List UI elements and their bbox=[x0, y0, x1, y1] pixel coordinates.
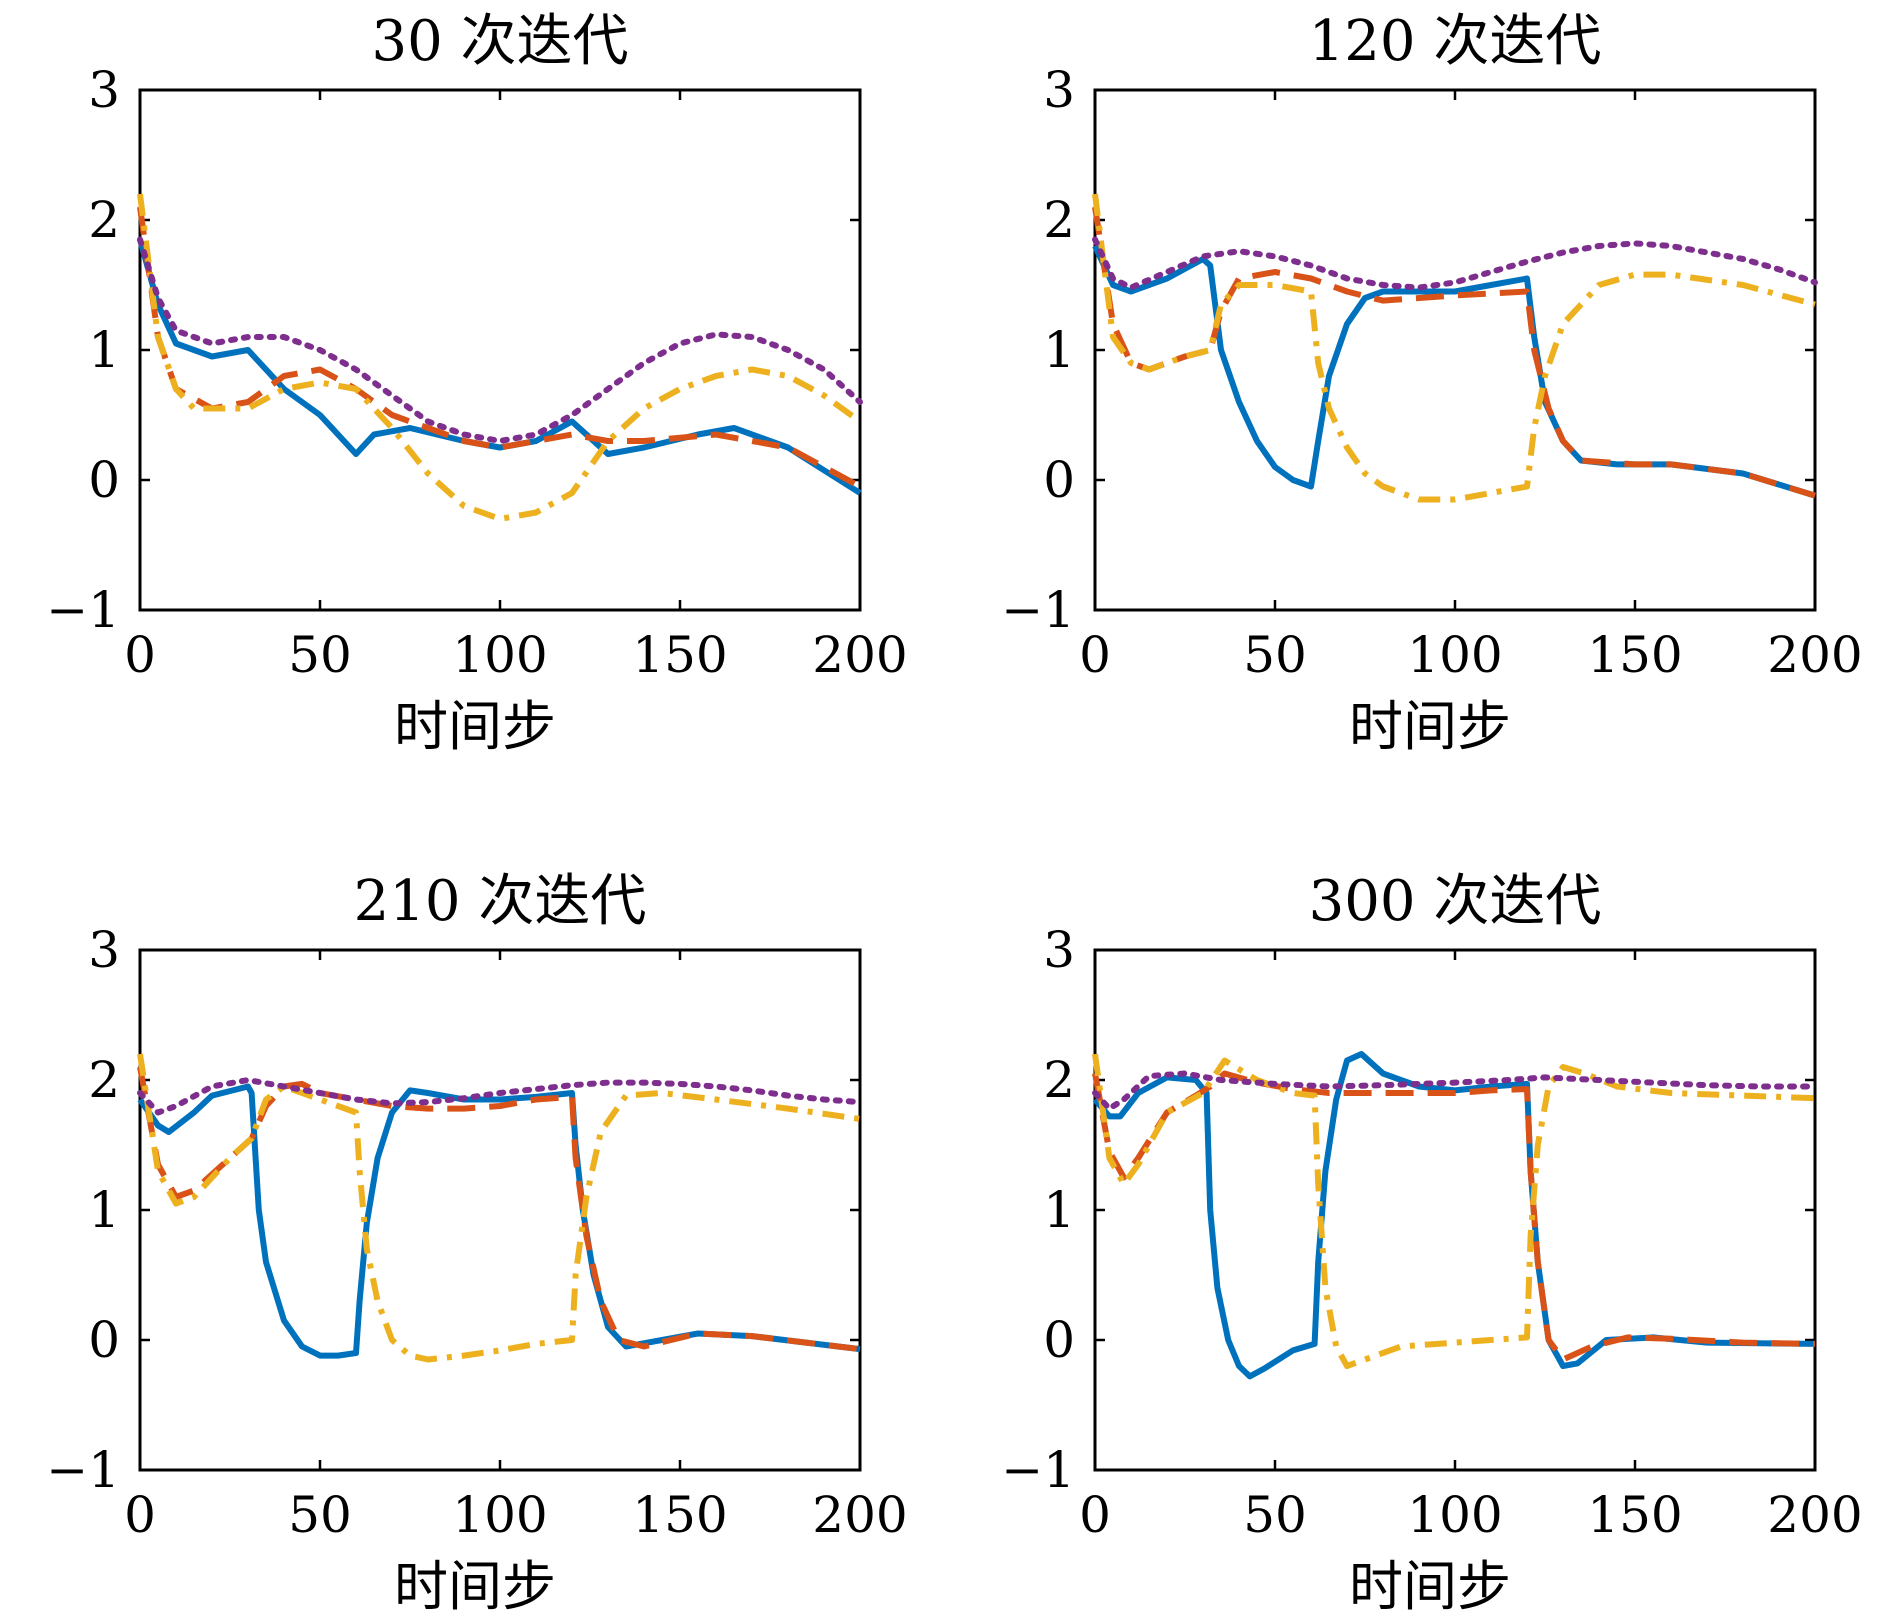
y-tick-label: 3 bbox=[1043, 921, 1075, 979]
x-tick-label: 100 bbox=[1407, 626, 1502, 684]
x-tick-label: 0 bbox=[1079, 626, 1111, 684]
x-tick-label: 150 bbox=[1587, 1486, 1682, 1544]
x-tick-label: 200 bbox=[812, 626, 907, 684]
series-lines bbox=[137, 1053, 863, 1363]
subplot-title: 300 次迭代 bbox=[1309, 869, 1602, 934]
y-tick-label: −1 bbox=[1001, 1441, 1075, 1499]
subplot-title: 30 次迭代 bbox=[371, 9, 628, 74]
series-lines bbox=[137, 193, 863, 522]
x-axis-label: 时间步 bbox=[394, 1555, 556, 1616]
series-line-3 bbox=[1092, 1053, 1816, 1369]
subplot-title: 210 次迭代 bbox=[354, 869, 647, 934]
series-lines bbox=[1092, 193, 1818, 503]
x-tick-label: 0 bbox=[124, 1486, 156, 1544]
x-tick-label: 150 bbox=[1587, 626, 1682, 684]
x-tick-label: 0 bbox=[124, 626, 156, 684]
y-tick-label: 2 bbox=[88, 1051, 120, 1109]
series-line-3 bbox=[137, 1053, 861, 1363]
series-line-1 bbox=[137, 238, 862, 496]
y-tick-label: 2 bbox=[1043, 191, 1075, 249]
x-axis-label: 时间步 bbox=[1349, 695, 1511, 758]
series-line-4 bbox=[1092, 1070, 1818, 1112]
x-axis-label: 时间步 bbox=[1349, 1555, 1511, 1616]
y-tick-label: 1 bbox=[1043, 1181, 1075, 1239]
y-tick-label: 3 bbox=[88, 921, 120, 979]
series-line-2 bbox=[137, 1066, 861, 1353]
x-axis-label: 时间步 bbox=[394, 695, 556, 758]
series-line-1 bbox=[137, 1083, 861, 1359]
x-tick-label: 200 bbox=[1767, 626, 1862, 684]
x-tick-label: 100 bbox=[452, 626, 547, 684]
series-lines bbox=[1092, 1051, 1818, 1380]
y-tick-label: 0 bbox=[1043, 451, 1075, 509]
series-line-2 bbox=[1092, 1070, 1816, 1363]
series-line-4 bbox=[1092, 236, 1818, 291]
x-tick-label: 0 bbox=[1079, 1486, 1111, 1544]
x-tick-label: 50 bbox=[288, 1486, 352, 1544]
y-tick-label: 3 bbox=[88, 61, 120, 119]
y-tick-label: −1 bbox=[46, 1441, 120, 1499]
x-tick-label: 50 bbox=[288, 626, 352, 684]
y-tick-label: −1 bbox=[1001, 581, 1075, 639]
y-tick-label: 3 bbox=[1043, 61, 1075, 119]
x-tick-label: 50 bbox=[1243, 626, 1307, 684]
series-line-1 bbox=[1092, 1051, 1816, 1380]
series-line-4 bbox=[137, 1077, 863, 1116]
x-tick-label: 150 bbox=[632, 1486, 727, 1544]
series-line-1 bbox=[1092, 244, 1816, 499]
y-tick-label: 2 bbox=[1043, 1051, 1075, 1109]
series-line-3 bbox=[137, 193, 862, 522]
y-tick-label: 2 bbox=[88, 191, 120, 249]
y-tick-label: 1 bbox=[88, 321, 120, 379]
subplot-title: 120 次迭代 bbox=[1309, 9, 1602, 74]
x-tick-label: 100 bbox=[1407, 1486, 1502, 1544]
x-tick-label: 200 bbox=[1767, 1486, 1862, 1544]
series-line-3 bbox=[1092, 193, 1816, 503]
y-tick-label: 1 bbox=[88, 1181, 120, 1239]
x-tick-label: 200 bbox=[812, 1486, 907, 1544]
y-tick-label: 0 bbox=[88, 451, 120, 509]
y-tick-label: −1 bbox=[46, 581, 120, 639]
x-tick-label: 100 bbox=[452, 1486, 547, 1544]
plot-area bbox=[1093, 948, 1817, 1472]
y-tick-label: 0 bbox=[88, 1311, 120, 1369]
series-line-2 bbox=[1092, 206, 1816, 499]
y-tick-label: 0 bbox=[1043, 1311, 1075, 1369]
y-tick-label: 1 bbox=[1043, 321, 1075, 379]
x-tick-label: 150 bbox=[632, 626, 727, 684]
series-line-4 bbox=[137, 236, 863, 444]
plot-area bbox=[138, 948, 862, 1472]
x-tick-label: 50 bbox=[1243, 1486, 1307, 1544]
